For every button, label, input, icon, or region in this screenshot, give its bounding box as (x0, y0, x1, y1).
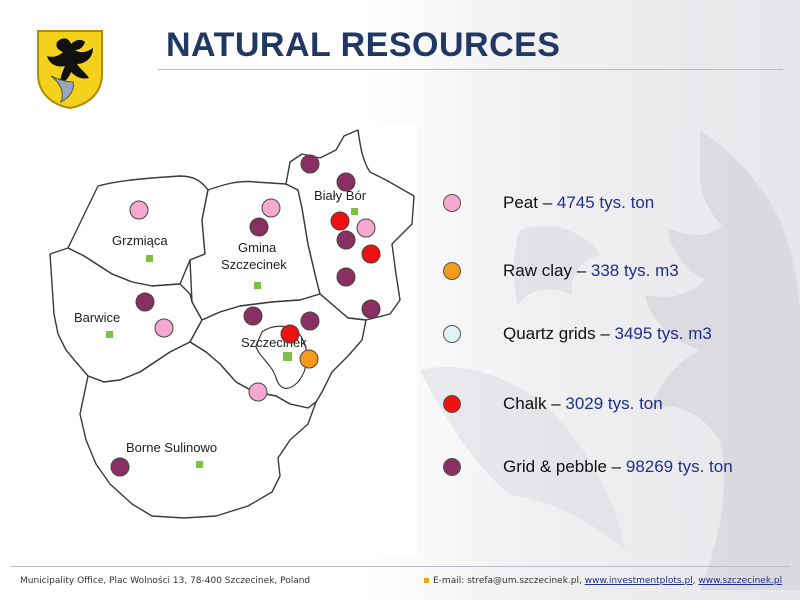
resource-marker-grid-pebble (243, 306, 263, 326)
legend-separator: – (595, 324, 615, 343)
footer-divider (10, 566, 790, 567)
seat-marker-grzmiaca (146, 255, 153, 262)
seat-marker-barwice (106, 331, 113, 338)
resource-marker-peat (154, 318, 174, 338)
legend-item-raw-clay: Raw clay – 338 tys. m3 (443, 261, 679, 281)
footer-link-szczecinek[interactable]: www.szczecinek.pl (698, 576, 783, 586)
footer-address: Municipality Office, Plac Wolności 13, 7… (20, 576, 311, 586)
resource-marker-chalk (361, 244, 381, 264)
resource-marker-grid-pebble (249, 217, 269, 237)
legend-value: 3495 tys. m3 (614, 324, 712, 343)
resource-marker-grid-pebble (135, 292, 155, 312)
resource-marker-grid-pebble (336, 267, 356, 287)
footer-contact: E-mail: strefa@um.szczecinek.pl, www.inv… (424, 576, 782, 586)
legend-label: Peat (503, 193, 538, 212)
chalk-dot-icon (443, 395, 461, 413)
legend-label: Quartz grids (503, 324, 596, 343)
footer-email: E-mail: strefa@um.szczecinek.pl, (433, 576, 585, 586)
footer-separator: , (692, 576, 699, 586)
legend-item-chalk: Chalk – 3029 tys. ton (443, 394, 663, 414)
raw-clay-dot-icon (443, 262, 461, 280)
resource-marker-grid-pebble (110, 457, 130, 477)
resource-marker-grid-pebble (361, 299, 381, 319)
legend-separator: – (537, 193, 557, 212)
title-divider (158, 69, 783, 70)
page-title: NATURAL RESOURCES (166, 26, 561, 64)
resource-marker-peat (248, 382, 268, 402)
background-eagle-watermark (420, 130, 800, 590)
map-label-barwice: Barwice (74, 310, 120, 325)
legend-value: 338 tys. m3 (590, 261, 679, 280)
legend-label: Chalk (503, 394, 547, 413)
legend-label: Grid & pebble (503, 457, 607, 476)
legend-separator: – (546, 394, 566, 413)
grid-pebble-dot-icon (443, 458, 461, 476)
legend-value: 98269 tys. ton (625, 457, 733, 476)
seat-marker-gmina-szczecinek (254, 282, 261, 289)
resource-marker-peat (261, 198, 281, 218)
resource-marker-chalk (280, 324, 300, 344)
seat-marker-bialy-bor (351, 208, 358, 215)
legend-item-peat: Peat – 4745 tys. ton (443, 193, 654, 213)
legend-value: 3029 tys. ton (565, 394, 663, 413)
legend-label: Raw clay (503, 261, 572, 280)
legend-value: 4745 tys. ton (556, 193, 655, 212)
peat-dot-icon (443, 194, 461, 212)
map-label-borne-sulinowo: Borne Sulinowo (126, 440, 217, 455)
seat-marker-borne-sulinowo (196, 461, 203, 468)
resource-marker-grid-pebble (300, 311, 320, 331)
map-label-bialy-bor: Biały Bór (314, 188, 367, 203)
resource-marker-grid-pebble (336, 172, 356, 192)
resource-marker-grid-pebble (300, 154, 320, 174)
footer-link-investmentplots[interactable]: www.investmentplots.pl (584, 576, 693, 586)
legend-separator: – (571, 261, 591, 280)
legend-item-quartz-grids: Quartz grids – 3495 tys. m3 (443, 324, 712, 344)
resources-map: Biały Bór Grzmiąca Gmina Szczecinek Barw… (40, 124, 417, 556)
map-label-gmina-line2: Szczecinek (221, 257, 287, 272)
coat-of-arms-logo (37, 30, 103, 110)
legend-separator: – (606, 457, 626, 476)
resource-marker-chalk (330, 211, 350, 231)
bullet-icon (424, 578, 429, 583)
resource-marker-grid-pebble (336, 230, 356, 250)
resource-marker-peat (356, 218, 376, 238)
legend-item-grid-pebble: Grid & pebble – 98269 tys. ton (443, 457, 733, 477)
seat-marker-szczecinek (283, 352, 292, 361)
quartz-grids-dot-icon (443, 325, 461, 343)
map-label-gmina-line1: Gmina (238, 240, 277, 255)
resource-marker-peat (129, 200, 149, 220)
region-borne-sulinowo (79, 341, 317, 519)
map-label-grzmiaca: Grzmiąca (112, 233, 168, 248)
resource-marker-raw-clay (299, 349, 319, 369)
